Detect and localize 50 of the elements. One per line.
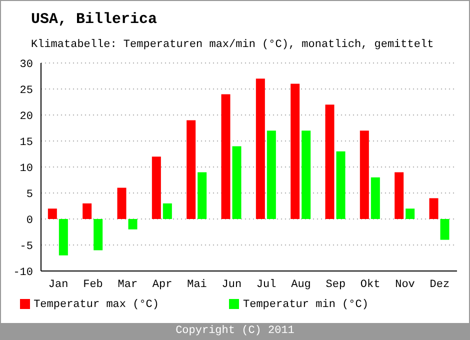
bar — [162, 203, 172, 219]
x-tick-label: Mai — [187, 278, 208, 291]
bar — [429, 198, 438, 219]
bar — [186, 120, 196, 219]
y-tick-label: 5 — [26, 188, 33, 201]
legend-label: Temperatur max (°C) — [34, 299, 159, 311]
x-tick-label: Jun — [222, 278, 242, 291]
x-tick-label: Jan — [48, 278, 68, 291]
bar — [94, 219, 103, 250]
bar — [290, 84, 300, 219]
bar — [117, 188, 126, 219]
y-tick-label: -10 — [13, 266, 33, 279]
y-tick-label: 30 — [20, 58, 33, 71]
bar — [82, 203, 92, 219]
x-tick-label: Sep — [326, 278, 346, 291]
y-tick-label: 0 — [26, 214, 33, 227]
bar — [58, 219, 68, 256]
x-tick-label: Apr — [152, 278, 172, 291]
y-tick-label: 10 — [20, 162, 33, 175]
bar — [394, 172, 404, 219]
bar — [370, 177, 380, 219]
bar — [221, 94, 230, 219]
y-tick-label: 15 — [20, 136, 33, 149]
bar — [48, 208, 57, 219]
bar — [325, 104, 334, 219]
x-tick-label: Dez — [430, 278, 450, 291]
text: Copyright (C) 2011 — [176, 325, 294, 337]
bar — [256, 78, 265, 219]
bar — [152, 156, 161, 219]
y-tick-label: 25 — [20, 84, 33, 97]
bar — [440, 219, 450, 240]
bar — [302, 130, 311, 219]
x-tick-label: Jul — [256, 278, 276, 291]
legend-label: Temperatur min (°C) — [243, 299, 368, 311]
x-tick-label: Nov — [395, 278, 416, 291]
chart-title: USA, Billerica — [31, 11, 158, 28]
x-tick-label: Mar — [118, 278, 138, 291]
bar — [198, 172, 207, 219]
bar — [232, 146, 242, 219]
bar — [406, 208, 415, 219]
bar — [128, 219, 138, 230]
x-tick-label: Aug — [291, 278, 311, 291]
y-tick-label: -5 — [20, 240, 33, 253]
x-tick-label: Okt — [360, 278, 380, 291]
chart-subtitle: Klimatabelle: Temperaturen max/min (°C), monatlich, gemittelt — [31, 39, 434, 51]
bar — [336, 151, 346, 219]
y-tick-label: 20 — [20, 110, 33, 123]
bar — [360, 130, 369, 219]
x-tick-label: Feb — [83, 278, 103, 291]
bar — [266, 130, 276, 219]
